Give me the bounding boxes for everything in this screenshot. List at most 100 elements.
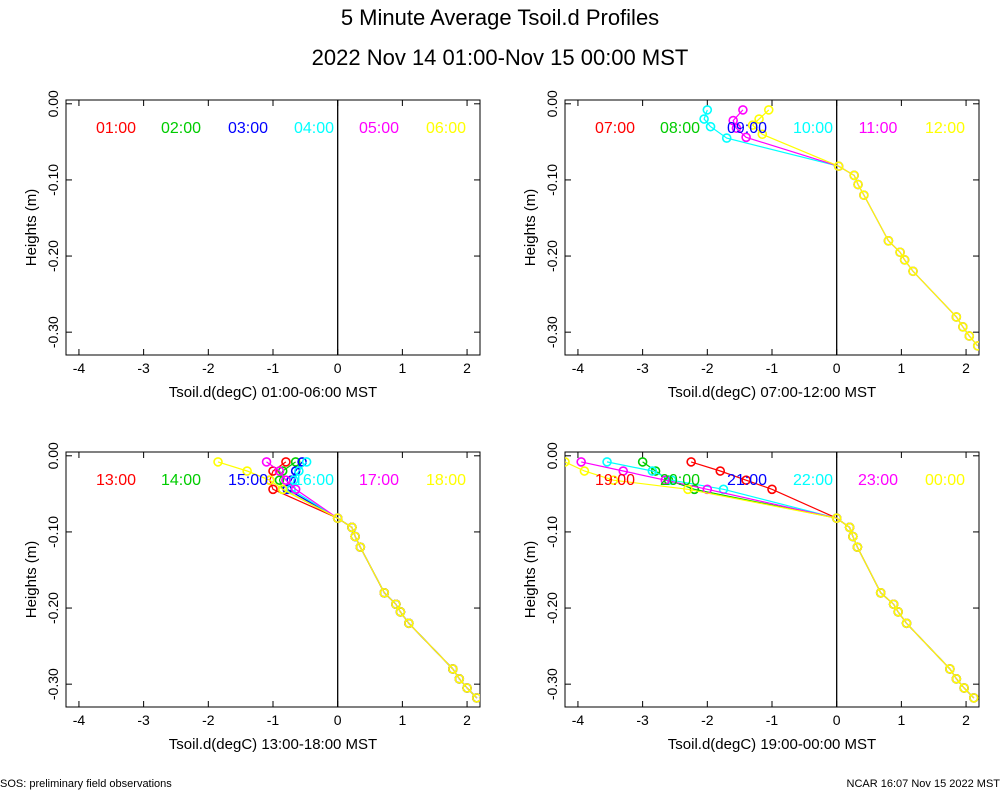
- x-tick-label: 1: [897, 360, 905, 376]
- x-tick-label: -1: [267, 712, 280, 728]
- y-tick-label: -0.30: [45, 316, 61, 348]
- data-point: [763, 105, 774, 115]
- data-point: [637, 457, 648, 467]
- data-point: [268, 484, 278, 495]
- series-line-1100: [732, 109, 979, 347]
- plot-data: [565, 457, 979, 703]
- data-point: [908, 266, 918, 277]
- data-point: [888, 599, 899, 610]
- data-point: [901, 618, 912, 629]
- data-point: [831, 513, 842, 524]
- legend-label: 15:00: [228, 472, 268, 489]
- data-point: [741, 475, 751, 485]
- x-tick-label: 0: [334, 712, 342, 728]
- legend-label: 10:00: [793, 120, 833, 137]
- data-point: [454, 674, 465, 684]
- data-point: [728, 115, 738, 126]
- data-point: [395, 607, 406, 617]
- plot-data: [213, 457, 480, 703]
- data-point: [945, 664, 955, 674]
- data-point: [883, 236, 894, 246]
- data-point: [895, 247, 905, 258]
- panel-top-left: -4 -3 -2 -1 0 1 2 0.00 -0.10 -0.20 -0.30 Tsoil.d(de…: [23, 90, 481, 401]
- data-point: [261, 457, 272, 467]
- data-point: [747, 120, 758, 130]
- data-point: [347, 522, 357, 533]
- data-point: [213, 457, 223, 467]
- data-point: [969, 693, 979, 703]
- data-point: [576, 457, 586, 467]
- legend-label: 20:00: [660, 472, 700, 489]
- data-point: [702, 105, 713, 115]
- legend-label: 12:00: [925, 120, 965, 137]
- data-point: [844, 522, 855, 533]
- data-point: [281, 457, 291, 467]
- x-tick-label: 0: [833, 712, 841, 728]
- data-point: [565, 457, 570, 467]
- series-line-1600: [290, 461, 478, 699]
- data-point: [875, 588, 886, 598]
- plot-frame: [65, 451, 481, 708]
- data-point: [608, 475, 619, 485]
- y-tick-label: -0.10: [45, 164, 61, 196]
- x-tick-label: -3: [636, 712, 649, 728]
- y-tick-label: 0.00: [45, 442, 61, 469]
- plot-frame: [564, 451, 980, 708]
- data-point: [391, 599, 401, 610]
- legend-label: 16:00: [294, 472, 334, 489]
- data-point: [660, 475, 671, 485]
- data-point: [294, 466, 304, 476]
- y-tick-label: -0.20: [544, 240, 560, 272]
- data-point: [705, 121, 716, 132]
- footer-left: SOS: preliminary field observations: [0, 778, 172, 790]
- x-tick-label: 0: [833, 360, 841, 376]
- data-point: [959, 683, 969, 693]
- panel-bottom-left: -4 -3 -2 -1 0 1 2 0.00 -0.10 -0.20 -0.30 Tsoil.d(de…: [23, 442, 481, 753]
- legend-label: 19:00: [595, 472, 635, 489]
- x-tick-label: 2: [962, 712, 970, 728]
- data-point: [355, 542, 366, 552]
- y-tick-label: 0.00: [544, 90, 560, 117]
- data-point: [721, 133, 732, 143]
- x-axis-label: Tsoil.d(degC) 01:00-06:00 MST: [169, 384, 377, 401]
- data-point: [264, 475, 275, 485]
- panel-bottom-right: -4 -3 -2 -1 0 1 2 0.00 -0.10 -0.20 -0.30 Tsoil.d(de…: [522, 442, 980, 753]
- data-point: [290, 484, 301, 495]
- x-tick-label: -4: [73, 360, 86, 376]
- data-point: [301, 457, 312, 467]
- legend-label: 11:00: [859, 120, 898, 137]
- legend-label: 17:00: [359, 472, 399, 489]
- data-point: [448, 664, 458, 674]
- x-tick-label: -1: [766, 712, 779, 728]
- series-line-1500: [286, 461, 478, 699]
- x-axis-label: Tsoil.d(degC) 07:00-12:00 MST: [668, 384, 876, 401]
- data-point: [951, 674, 962, 684]
- x-tick-label: -4: [73, 712, 86, 728]
- data-point: [404, 618, 414, 629]
- data-point: [852, 542, 863, 552]
- data-point: [757, 129, 768, 140]
- y-tick-label: -0.30: [45, 668, 61, 700]
- plot-data: [699, 105, 979, 351]
- y-axis-label: Heights (m): [23, 189, 40, 267]
- y-tick-label: -0.10: [544, 516, 560, 548]
- legend-label: 13:00: [96, 472, 136, 489]
- data-point: [741, 132, 751, 143]
- legend-label: 21:00: [727, 472, 767, 489]
- data-point: [602, 457, 612, 467]
- data-point: [738, 105, 748, 115]
- series-line-1800: [217, 461, 478, 699]
- x-tick-label: 0: [334, 360, 342, 376]
- data-point: [964, 331, 975, 341]
- legend-label: 04:00: [294, 120, 334, 137]
- y-tick-label: -0.10: [544, 164, 560, 196]
- x-tick-label: -2: [701, 360, 714, 376]
- legend-label: 14:00: [161, 472, 201, 489]
- data-point: [686, 457, 696, 467]
- footer-right: NCAR 16:07 Nov 15 2022 MST: [847, 778, 1000, 790]
- legend-label: 09:00: [727, 120, 767, 137]
- legend-label: 23:00: [858, 472, 898, 489]
- x-axis-label: Tsoil.d(degC) 13:00-18:00 MST: [169, 736, 377, 753]
- data-point: [274, 475, 285, 485]
- legend-label: 06:00: [426, 120, 466, 137]
